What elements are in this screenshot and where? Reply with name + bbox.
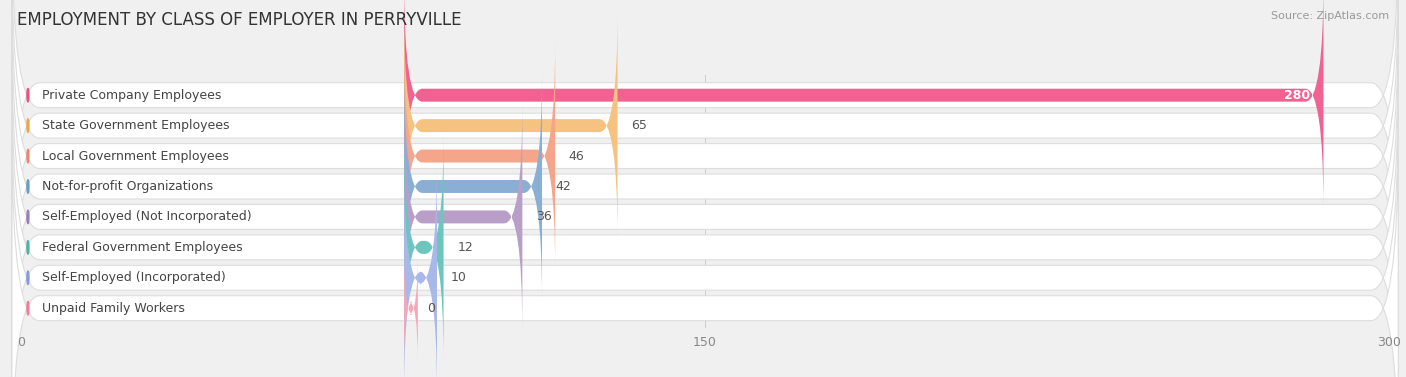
- FancyBboxPatch shape: [404, 254, 418, 363]
- FancyBboxPatch shape: [13, 138, 1398, 377]
- Text: Self-Employed (Not Incorporated): Self-Employed (Not Incorporated): [42, 210, 252, 224]
- Text: 0: 0: [427, 302, 434, 315]
- FancyBboxPatch shape: [404, 71, 543, 302]
- Text: 280: 280: [1284, 89, 1310, 102]
- FancyBboxPatch shape: [404, 0, 1323, 210]
- Text: 36: 36: [536, 210, 551, 224]
- Text: 10: 10: [451, 271, 467, 284]
- Circle shape: [27, 210, 30, 224]
- Text: EMPLOYMENT BY CLASS OF EMPLOYER IN PERRYVILLE: EMPLOYMENT BY CLASS OF EMPLOYER IN PERRY…: [17, 11, 461, 29]
- Text: Federal Government Employees: Federal Government Employees: [42, 241, 242, 254]
- Text: 42: 42: [555, 180, 571, 193]
- Circle shape: [27, 271, 30, 285]
- Circle shape: [27, 302, 30, 315]
- Circle shape: [27, 89, 30, 102]
- Text: 46: 46: [569, 150, 585, 162]
- FancyBboxPatch shape: [13, 47, 1398, 377]
- FancyBboxPatch shape: [13, 108, 1398, 377]
- Text: Unpaid Family Workers: Unpaid Family Workers: [42, 302, 184, 315]
- FancyBboxPatch shape: [13, 77, 1398, 377]
- FancyBboxPatch shape: [13, 0, 1398, 265]
- Text: Source: ZipAtlas.com: Source: ZipAtlas.com: [1271, 11, 1389, 21]
- FancyBboxPatch shape: [13, 0, 1398, 326]
- Circle shape: [27, 119, 30, 132]
- FancyBboxPatch shape: [13, 0, 1398, 296]
- Text: Not-for-profit Organizations: Not-for-profit Organizations: [42, 180, 212, 193]
- FancyBboxPatch shape: [404, 11, 617, 241]
- FancyBboxPatch shape: [404, 162, 437, 377]
- Text: State Government Employees: State Government Employees: [42, 119, 229, 132]
- Text: 12: 12: [457, 241, 472, 254]
- Text: Local Government Employees: Local Government Employees: [42, 150, 229, 162]
- Circle shape: [27, 149, 30, 163]
- Text: Private Company Employees: Private Company Employees: [42, 89, 221, 102]
- Circle shape: [27, 180, 30, 193]
- Text: Self-Employed (Incorporated): Self-Employed (Incorporated): [42, 271, 225, 284]
- Circle shape: [27, 241, 30, 254]
- Text: 65: 65: [631, 119, 647, 132]
- FancyBboxPatch shape: [404, 132, 443, 363]
- FancyBboxPatch shape: [13, 16, 1398, 357]
- FancyBboxPatch shape: [404, 41, 555, 271]
- FancyBboxPatch shape: [404, 102, 523, 332]
